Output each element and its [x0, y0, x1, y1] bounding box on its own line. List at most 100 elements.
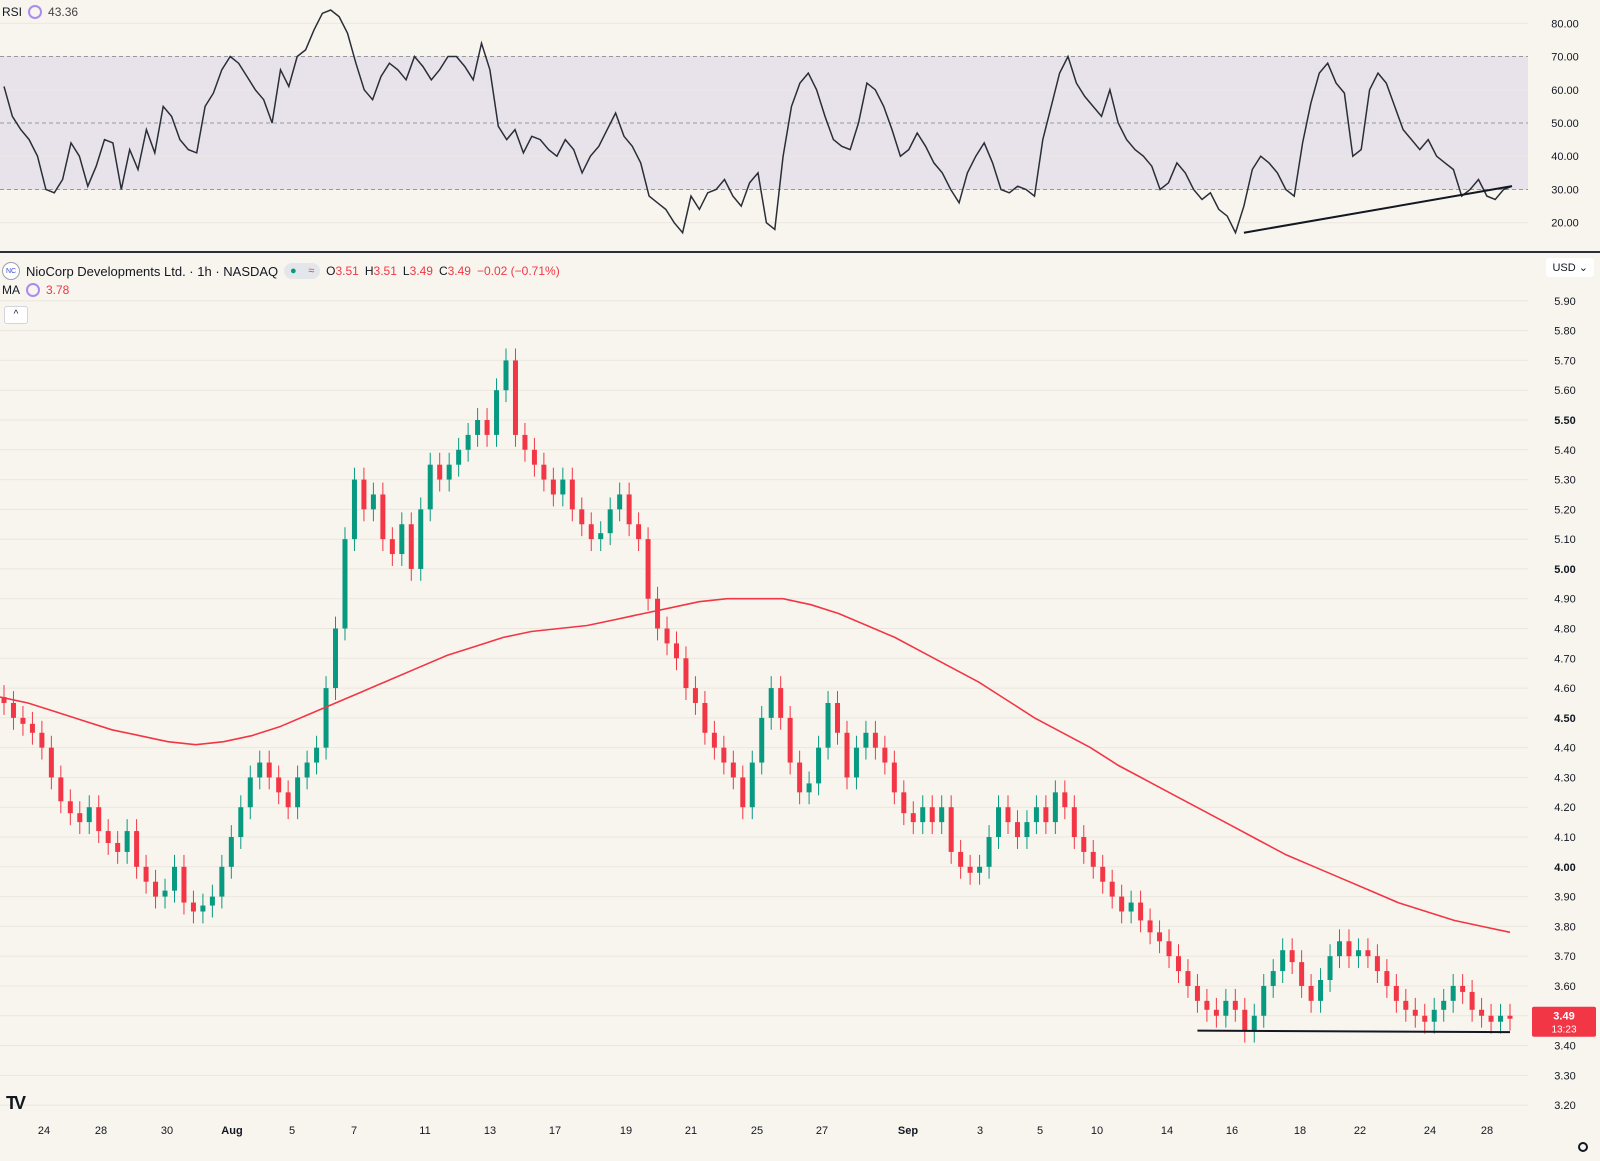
x-axis-tick: 5 — [1037, 1125, 1043, 1137]
candle-body — [617, 494, 623, 510]
candle-body — [323, 688, 329, 748]
price-y-tick: 5.70 — [1554, 355, 1575, 367]
price-y-tick: 3.20 — [1554, 1100, 1575, 1112]
candle-body — [1441, 1000, 1447, 1010]
candle-body — [1355, 950, 1361, 957]
candle-body — [1498, 1015, 1504, 1022]
x-axis-tick: Sep — [898, 1125, 918, 1137]
candle-body — [853, 747, 859, 778]
candle-body — [1242, 1009, 1248, 1031]
candle-body — [181, 866, 187, 903]
candle-body — [1147, 920, 1153, 933]
candle-body — [86, 807, 92, 823]
candle-body — [702, 702, 708, 733]
candle-body — [740, 777, 746, 808]
candle-body — [721, 747, 727, 763]
candle-body — [484, 420, 490, 435]
candle-body — [1479, 1009, 1485, 1016]
rsi-trendline — [1243, 185, 1513, 234]
candle-body — [749, 762, 755, 808]
candle-body — [1033, 807, 1039, 823]
last-price-value: 3.49 — [1553, 1011, 1574, 1023]
currency-button[interactable]: USD ⌄ — [1546, 258, 1594, 277]
candle-body — [872, 732, 878, 748]
candle-body — [1346, 941, 1352, 957]
candle-body — [1128, 902, 1134, 912]
candle-body — [901, 792, 907, 814]
x-axis-tick: 28 — [1481, 1125, 1493, 1137]
ma-settings-loop-icon[interactable] — [26, 283, 40, 297]
x-axis-tick: 3 — [977, 1125, 983, 1137]
candle-body — [171, 866, 177, 891]
rsi-y-tick: 60.00 — [1551, 85, 1579, 97]
x-axis-tick: 18 — [1294, 1125, 1306, 1137]
candle-body — [636, 524, 642, 540]
x-axis-tick: 11 — [419, 1125, 430, 1137]
candle-body — [692, 688, 698, 703]
candle-body — [977, 866, 983, 873]
candle-body — [541, 464, 547, 480]
candle-body — [380, 494, 386, 540]
candle-body — [446, 464, 452, 480]
settings-gear-icon[interactable] — [1578, 1142, 1588, 1152]
market-status-icon[interactable]: ● ≈ — [284, 263, 321, 279]
x-axis-tick: 7 — [351, 1125, 357, 1137]
candle-body — [986, 837, 992, 867]
candle-body — [304, 762, 310, 778]
candle-body — [1280, 950, 1286, 972]
candle-body — [958, 851, 964, 867]
candle-body — [588, 524, 594, 540]
candle-body — [1365, 950, 1371, 957]
candle-body — [77, 813, 83, 823]
ma-legend: MA 3.78 — [2, 283, 69, 297]
rsi-value: 43.36 — [48, 5, 79, 19]
candle-body — [29, 723, 35, 733]
rsi-y-tick: 70.00 — [1551, 52, 1579, 64]
symbol-title[interactable]: NioCorp Developments Ltd. · 1h · NASDAQ — [26, 263, 279, 279]
candle-body — [579, 509, 585, 525]
candle-body — [664, 628, 670, 644]
candle-body — [418, 509, 424, 569]
symbol-legend: NC NioCorp Developments Ltd. · 1h · NASD… — [2, 262, 560, 280]
close-value: 3.49 — [447, 264, 471, 278]
candle-body — [1052, 792, 1058, 823]
candle-body — [134, 831, 140, 867]
x-axis-tick: 30 — [161, 1125, 173, 1137]
tradingview-logo-icon[interactable]: TV — [6, 1093, 26, 1113]
candle-body — [967, 866, 973, 873]
price-y-tick: 4.30 — [1554, 772, 1575, 784]
candle-body — [10, 702, 16, 718]
candle-body — [257, 762, 263, 778]
x-axis-tick: 25 — [751, 1125, 763, 1137]
price-y-tick: 5.50 — [1554, 415, 1575, 427]
price-y-tick: 5.80 — [1554, 326, 1575, 338]
price-y-tick: 5.40 — [1554, 445, 1575, 457]
candle-body — [153, 881, 159, 897]
candle-body — [522, 434, 528, 450]
candle-body — [778, 688, 784, 718]
currency-label: USD — [1552, 262, 1576, 274]
ma-value: 3.78 — [46, 283, 70, 297]
price-y-tick: 3.90 — [1554, 892, 1575, 904]
price-y-tick: 5.00 — [1554, 564, 1575, 576]
candle-body — [673, 643, 679, 659]
candle-body — [200, 905, 206, 912]
candle-body — [711, 732, 717, 748]
price-y-tick: 4.20 — [1554, 802, 1575, 814]
rsi-y-tick: 40.00 — [1551, 151, 1579, 163]
candle-body — [314, 747, 320, 763]
collapse-legend-button[interactable]: ^ — [4, 306, 28, 324]
candle-body — [1469, 991, 1475, 1010]
candle-body — [1, 697, 7, 703]
settings-loop-icon[interactable] — [28, 5, 43, 19]
candle-body — [863, 732, 869, 748]
x-axis-tick: 24 — [1424, 1125, 1436, 1137]
candle-body — [465, 434, 471, 450]
candle-body — [1090, 851, 1096, 867]
x-axis-tick: 17 — [549, 1125, 561, 1137]
price-y-tick: 3.60 — [1554, 981, 1575, 993]
candle-body — [39, 732, 45, 748]
open-value: 3.51 — [335, 264, 359, 278]
rsi-y-tick: 80.00 — [1551, 18, 1579, 30]
